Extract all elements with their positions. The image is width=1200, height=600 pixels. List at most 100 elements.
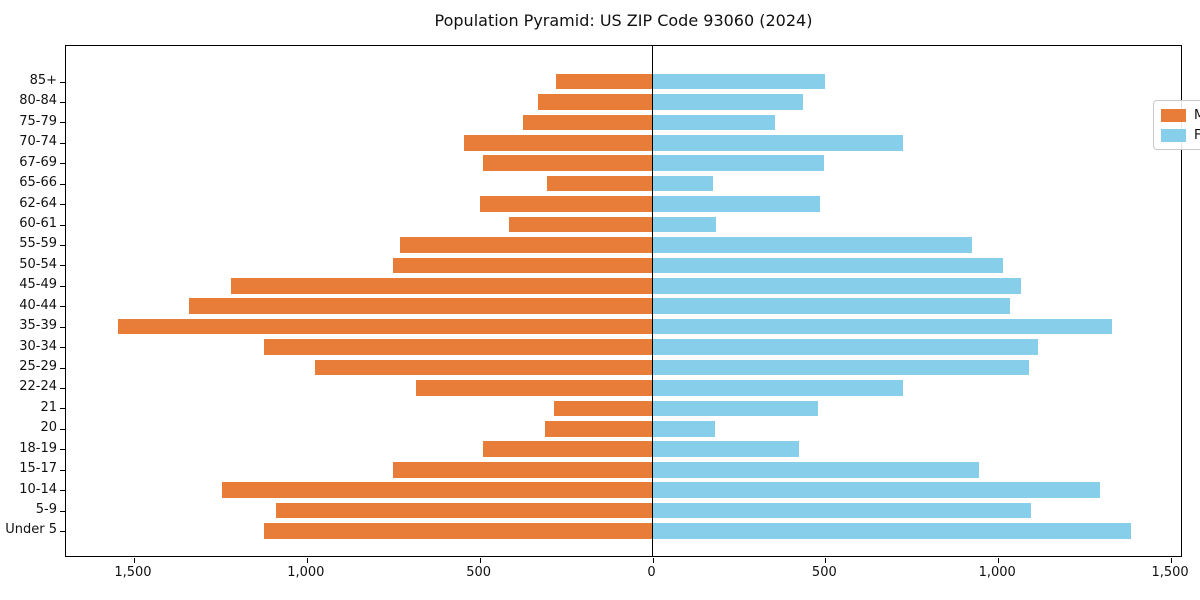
male-bar-70-74 <box>464 134 653 151</box>
female-bar-10-14 <box>652 482 1101 498</box>
y-tick-label-40-44: 40-44 <box>19 297 57 313</box>
y-tick-label-55-59: 55-59 <box>19 236 57 252</box>
y-tick-50-54 <box>60 265 65 267</box>
y-tick-label-10-14: 10-14 <box>19 481 57 497</box>
male-bar-Under 5 <box>263 523 653 539</box>
y-tick-label-65-66: 65-66 <box>19 175 57 191</box>
y-tick-label-45-49: 45-49 <box>19 277 57 293</box>
y-tick-label-62-64: 62-64 <box>19 195 57 211</box>
female-bar-45-49 <box>652 277 1021 294</box>
x-tick-0 <box>133 558 135 563</box>
y-tick-label-20: 20 <box>40 420 57 436</box>
y-tick-21 <box>60 408 65 410</box>
x-tick-label-3: 0 <box>647 565 656 580</box>
y-tick-label-80-84: 80-84 <box>19 93 57 109</box>
y-tick-label-67-69: 67-69 <box>19 154 57 170</box>
x-tick-label-2: 500 <box>466 565 492 580</box>
female-bar-75-79 <box>652 114 776 131</box>
female-bar-55-59 <box>652 237 973 253</box>
y-tick-65-66 <box>60 183 65 185</box>
x-tick-3 <box>652 558 654 563</box>
y-tick-label-18-19: 18-19 <box>19 440 57 456</box>
plot-area: Male Female <box>60 45 1200 563</box>
legend: Male Female <box>1153 100 1200 150</box>
male-bar-18-19 <box>483 441 653 458</box>
y-tick-80-84 <box>60 101 65 103</box>
y-tick-label-30-34: 30-34 <box>19 338 57 354</box>
y-tick-label-60-61: 60-61 <box>19 216 57 231</box>
legend-male-label: Male <box>1194 108 1200 124</box>
y-tick-label-21: 21 <box>40 399 57 415</box>
male-bar-85+ <box>555 73 653 90</box>
y-tick-label-50-54: 50-54 <box>19 256 57 272</box>
x-tick-label-5: 1,000 <box>978 565 1016 580</box>
male-bar-40-44 <box>189 298 653 315</box>
female-bar-67-69 <box>652 155 824 172</box>
male-bar-80-84 <box>538 94 653 110</box>
y-tick-30-34 <box>60 347 65 349</box>
y-tick-35-39 <box>60 326 65 328</box>
legend-item-male: Male <box>1161 106 1200 125</box>
male-bar-10-14 <box>222 482 653 498</box>
female-bar-65-66 <box>652 175 713 192</box>
x-tick-1 <box>306 558 308 563</box>
male-bar-35-39 <box>118 318 653 335</box>
y-tick-45-49 <box>60 285 65 287</box>
male-bar-67-69 <box>483 155 653 172</box>
female-bar-40-44 <box>652 298 1011 315</box>
y-tick-label-85+: 85+ <box>29 73 57 88</box>
male-bar-5-9 <box>275 502 653 519</box>
chart-title: Population Pyramid: US ZIP Code 93060 (2… <box>434 11 813 30</box>
y-tick-label-15-17: 15-17 <box>19 461 57 477</box>
y-tick-85+ <box>60 81 65 83</box>
y-tick-label-75-79: 75-79 <box>19 113 57 129</box>
male-bar-60-61 <box>509 216 653 233</box>
y-tick-70-74 <box>60 142 65 144</box>
y-tick-10-14 <box>60 490 65 492</box>
y-tick-67-69 <box>60 163 65 165</box>
x-tick-2 <box>479 558 481 563</box>
y-tick-label-Under 5: Under 5 <box>5 522 57 538</box>
legend-female-label: Female <box>1194 127 1200 143</box>
male-bar-50-54 <box>393 257 653 274</box>
female-bar-20 <box>652 420 715 437</box>
y-tick-label-35-39: 35-39 <box>19 318 57 334</box>
x-tick-6 <box>1171 558 1173 563</box>
y-tick-22-24 <box>60 387 65 389</box>
y-tick-55-59 <box>60 244 65 246</box>
male-bar-15-17 <box>393 461 653 478</box>
male-bar-25-29 <box>315 359 653 376</box>
male-bar-65-66 <box>547 175 653 192</box>
y-tick-25-29 <box>60 367 65 369</box>
y-tick-20 <box>60 428 65 430</box>
y-tick-label-5-9: 5-9 <box>35 502 57 518</box>
female-bar-Under 5 <box>652 523 1132 539</box>
female-bar-5-9 <box>652 502 1032 519</box>
male-bar-30-34 <box>263 339 653 355</box>
y-tick-Under 5 <box>60 530 65 532</box>
legend-male-swatch <box>1161 109 1186 123</box>
y-tick-5-9 <box>60 510 65 512</box>
x-tick-label-1: 1,000 <box>287 565 325 580</box>
y-tick-label-22-24: 22-24 <box>19 379 57 395</box>
y-tick-18-19 <box>60 449 65 451</box>
male-bar-21 <box>553 400 653 417</box>
male-bar-62-64 <box>479 196 653 212</box>
male-bar-55-59 <box>400 237 653 253</box>
female-bar-62-64 <box>652 196 821 212</box>
y-tick-label-25-29: 25-29 <box>19 359 57 375</box>
male-bar-75-79 <box>522 114 653 131</box>
female-bar-25-29 <box>652 359 1030 376</box>
y-tick-label-70-74: 70-74 <box>19 134 57 150</box>
y-tick-62-64 <box>60 204 65 206</box>
female-bar-35-39 <box>652 318 1113 335</box>
female-bar-30-34 <box>652 339 1038 355</box>
y-tick-75-79 <box>60 122 65 124</box>
female-bar-18-19 <box>652 441 800 458</box>
male-bar-20 <box>545 420 653 437</box>
male-bar-45-49 <box>230 277 653 294</box>
female-bar-50-54 <box>652 257 1004 274</box>
y-tick-15-17 <box>60 469 65 471</box>
female-bar-15-17 <box>652 461 980 478</box>
